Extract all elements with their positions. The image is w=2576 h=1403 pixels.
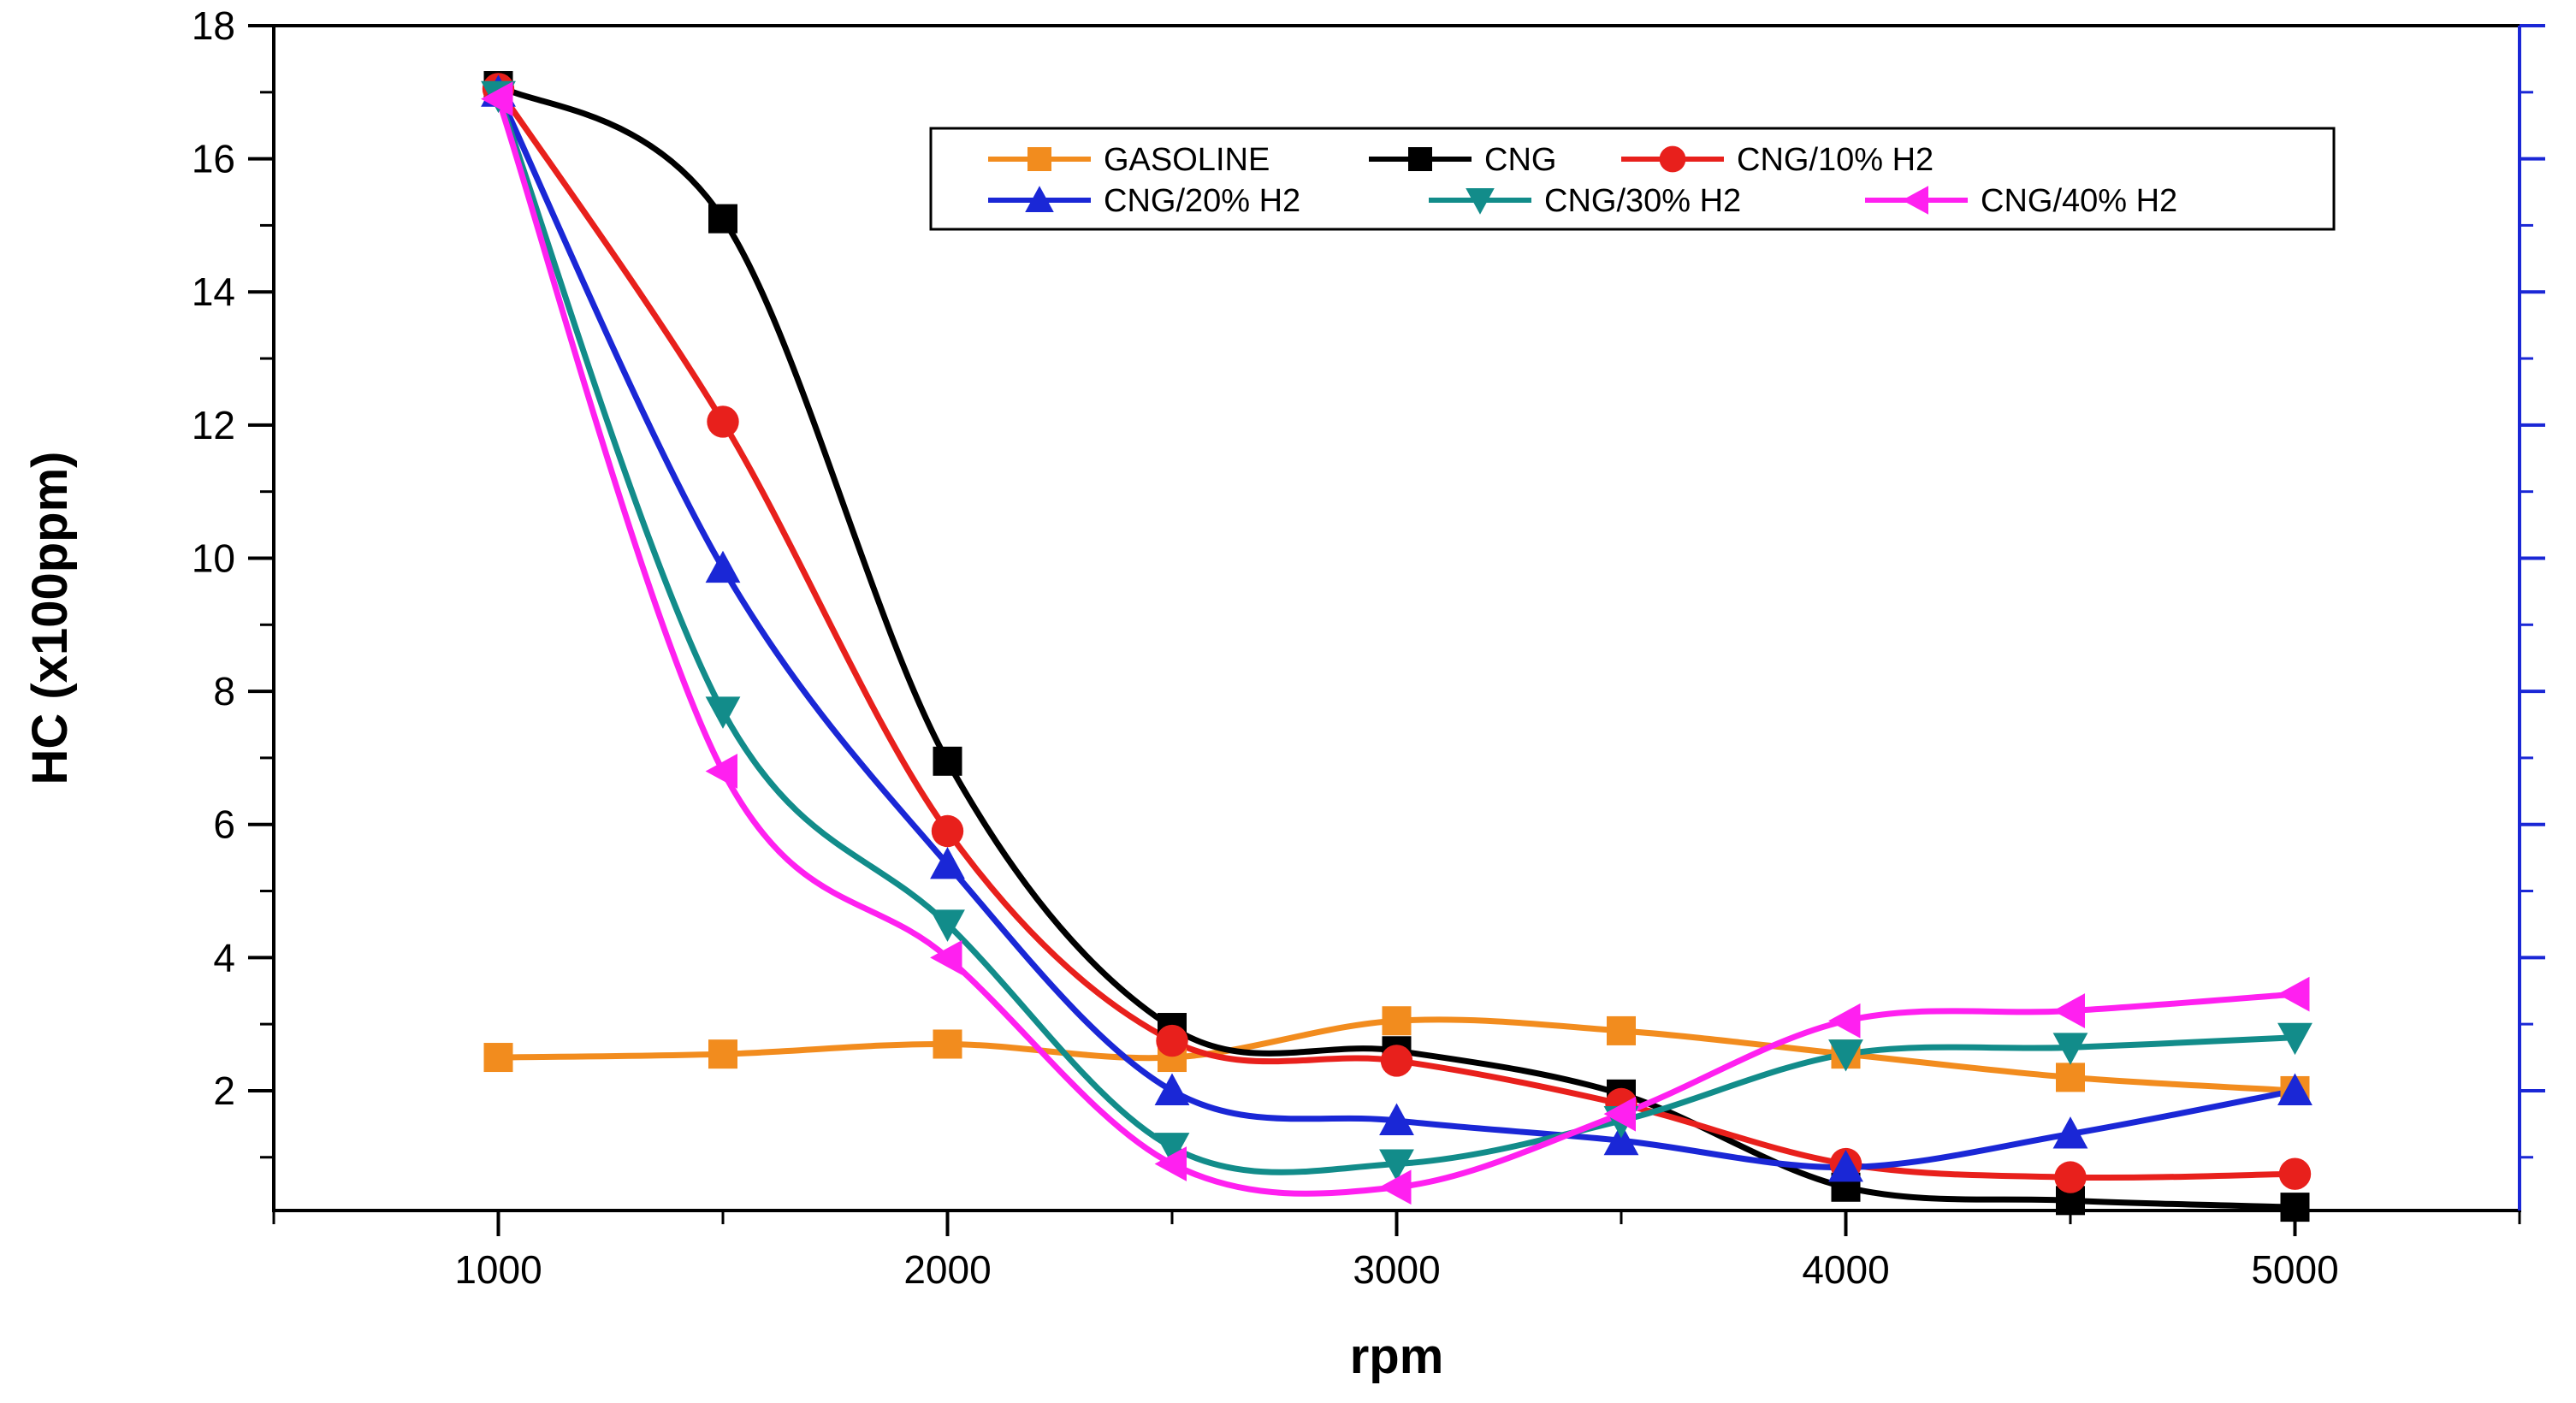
legend-marker — [1025, 186, 1054, 212]
data-point — [1154, 1133, 1190, 1165]
data-point — [933, 746, 962, 776]
data-point — [1156, 1024, 1188, 1057]
data-point — [2277, 1073, 2312, 1105]
y-axis-title: HC (x100ppm) — [22, 452, 78, 785]
y-tick-label: 16 — [192, 137, 235, 181]
x-tick-label: 5000 — [2251, 1247, 2338, 1292]
x-axis-title: rpm — [1350, 1329, 1444, 1384]
legend-marker — [1027, 147, 1051, 171]
data-point — [1379, 1103, 1414, 1135]
data-point — [2052, 1116, 2088, 1149]
data-point — [707, 406, 739, 438]
y-tick-label: 2 — [213, 1069, 235, 1113]
legend-label: GASOLINE — [1104, 142, 1270, 178]
legend-label: CNG/10% H2 — [1737, 142, 1933, 178]
data-point — [1154, 1146, 1187, 1181]
data-point — [2056, 1063, 2085, 1092]
x-tick-label: 2000 — [903, 1247, 991, 1292]
legend-marker — [1902, 186, 1928, 215]
data-point — [1607, 1015, 1636, 1045]
data-point — [930, 846, 965, 879]
x-tick-label: 3000 — [1353, 1247, 1440, 1292]
data-point — [1603, 1096, 1636, 1132]
data-point — [2277, 1022, 2312, 1056]
series-line-3 — [495, 86, 2295, 1181]
legend-label: CNG/20% H2 — [1104, 183, 1300, 219]
data-point — [2052, 1033, 2088, 1065]
y-tick-label: 6 — [213, 802, 235, 847]
series-line-4 — [495, 91, 2296, 1170]
legend-marker — [1466, 188, 1495, 215]
series-line-6 — [495, 98, 2295, 1197]
data-point — [705, 696, 741, 729]
y-tick-label: 10 — [192, 536, 235, 580]
y-tick-label: 18 — [192, 3, 235, 48]
data-point — [2280, 1193, 2310, 1222]
y-tick-label: 8 — [213, 669, 235, 713]
y-tick-label: 12 — [192, 403, 235, 447]
data-point — [2277, 976, 2310, 1012]
data-point — [1828, 1039, 1863, 1072]
data-point — [930, 939, 962, 975]
data-point — [2278, 1157, 2312, 1190]
data-point — [2052, 993, 2085, 1028]
data-point — [1379, 1149, 1414, 1181]
series-line-2 — [496, 82, 2295, 1211]
data-point — [708, 1039, 737, 1069]
data-point — [1603, 1122, 1639, 1156]
legend-marker — [1659, 145, 1686, 173]
data-point — [931, 814, 964, 848]
data-point — [705, 754, 737, 789]
y-tick-label: 4 — [213, 935, 235, 980]
legend-label: CNG/30% H2 — [1544, 183, 1741, 219]
data-point — [708, 204, 737, 234]
data-point — [1154, 1073, 1190, 1105]
data-point — [483, 1043, 513, 1073]
data-point — [481, 81, 513, 116]
data-point — [1828, 1003, 1861, 1039]
data-point — [933, 1029, 962, 1059]
series-markers — [481, 71, 2312, 1222]
y-tick-label: 14 — [192, 269, 235, 314]
data-point — [1382, 1006, 1412, 1036]
legend-label: CNG — [1484, 142, 1556, 178]
legend-box — [929, 127, 2336, 231]
legend: GASOLINE CNG CNG/10% H2 CNG/20% H2 CNG/30% H… — [929, 127, 2336, 231]
x-tick-label: 1000 — [454, 1247, 542, 1292]
x-tick-label: 4000 — [1802, 1247, 1889, 1292]
data-point — [1828, 1150, 1863, 1182]
legend-marker — [1408, 147, 1432, 171]
data-point — [1380, 1045, 1413, 1077]
data-point — [930, 909, 965, 942]
data-point — [2054, 1161, 2087, 1193]
data-point — [1379, 1169, 1412, 1205]
axes: 2 4 6 8 10 12 14 16 18 1000 2000 3000 4000 5000 — [192, 3, 2545, 1292]
legend-label: CNG/40% H2 — [1981, 183, 2177, 219]
data-point — [705, 550, 741, 583]
